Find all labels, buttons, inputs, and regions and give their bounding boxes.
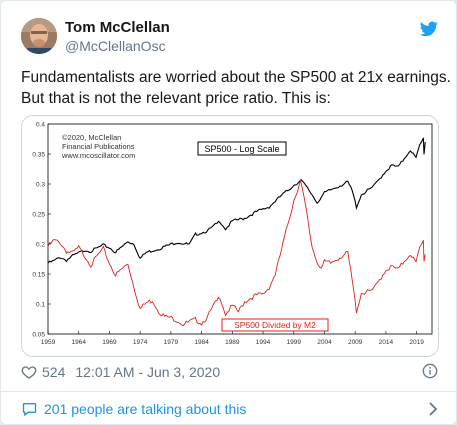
x-tick-label: 1959 xyxy=(41,339,56,346)
tweet-text: Fundamentalists are worried about the SP… xyxy=(21,67,451,109)
chart-background xyxy=(22,116,438,356)
x-tick-label: 1969 xyxy=(102,339,117,346)
y-tick-label: 0.35 xyxy=(32,152,45,159)
y-tick-label: 0.25 xyxy=(32,212,45,219)
x-tick-label: 1974 xyxy=(133,339,148,346)
x-tick-label: 2014 xyxy=(379,339,394,346)
x-tick-label: 2019 xyxy=(409,339,424,346)
x-tick-label: 1994 xyxy=(256,339,271,346)
chart-credit-line-3: www.mcoscillator.com xyxy=(61,151,135,160)
y-tick-label: 0.2 xyxy=(36,242,45,249)
x-tick-label: 1999 xyxy=(287,339,302,346)
conversation-link[interactable]: 201 people are talking about this xyxy=(21,398,438,420)
x-tick-label: 1979 xyxy=(164,339,179,346)
sp500-m2-ratio-line xyxy=(47,179,426,327)
info-icon[interactable] xyxy=(422,363,438,379)
x-tick-label: 1989 xyxy=(225,339,240,346)
y-tick-label: 0.1 xyxy=(36,302,45,309)
tweet-meta: 524 12:01 AM - Jun 3, 2020 xyxy=(21,362,220,382)
tweet-text-line-2: But that is not the relevant price ratio… xyxy=(21,90,331,107)
avatar[interactable] xyxy=(21,18,57,54)
heart-icon[interactable] xyxy=(21,364,37,380)
x-tick-label: 2004 xyxy=(317,339,332,346)
y-tick-label: 0.4 xyxy=(36,122,45,129)
tweet-text-line-1: Fundamentalists are worried about the SP… xyxy=(21,69,451,86)
x-tick-label: 1984 xyxy=(194,339,209,346)
chevron-right-icon xyxy=(429,402,438,416)
plot-frame xyxy=(47,123,433,335)
sp500-legend-box xyxy=(197,141,287,156)
tweet-media-image[interactable]: 0.05 0.1 0.15 0.2 0.25 0.3 0.35 0.4 1959 1964 196… xyxy=(21,115,439,357)
like-count[interactable]: 524 xyxy=(42,364,66,380)
sp500-m2-chart: 0.05 0.1 0.15 0.2 0.25 0.3 0.35 0.4 1959 1964 196… xyxy=(22,116,438,356)
tweet-timestamp[interactable]: 12:01 AM - Jun 3, 2020 xyxy=(75,364,221,380)
x-tick-label: 1964 xyxy=(71,339,86,346)
author-handle[interactable]: @McClellanOsc xyxy=(65,38,166,54)
chart-credit-line-2: Financial Publications xyxy=(62,142,135,151)
conversation-count-text: 201 people are talking about this xyxy=(44,401,247,417)
divider xyxy=(1,391,456,392)
y-tick-label: 0.15 xyxy=(32,272,45,279)
ratio-legend-box xyxy=(221,318,329,332)
ratio-legend-label: SP500 Divided by M2 xyxy=(234,320,316,330)
x-tick-label: 2009 xyxy=(348,339,363,346)
sp500-legend-label: SP500 - Log Scale xyxy=(204,144,279,154)
twitter-bird-icon[interactable] xyxy=(420,21,438,37)
y-tick-label: 0.05 xyxy=(32,332,45,339)
y-tick-label: 0.3 xyxy=(36,182,45,189)
avatar-photo xyxy=(21,18,57,54)
chart-credit-line-1: ©2020, McClellan xyxy=(62,133,121,142)
author-name[interactable]: Tom McClellan xyxy=(65,19,170,36)
sp500-log-line xyxy=(47,137,426,264)
speech-bubble-icon xyxy=(22,403,37,417)
